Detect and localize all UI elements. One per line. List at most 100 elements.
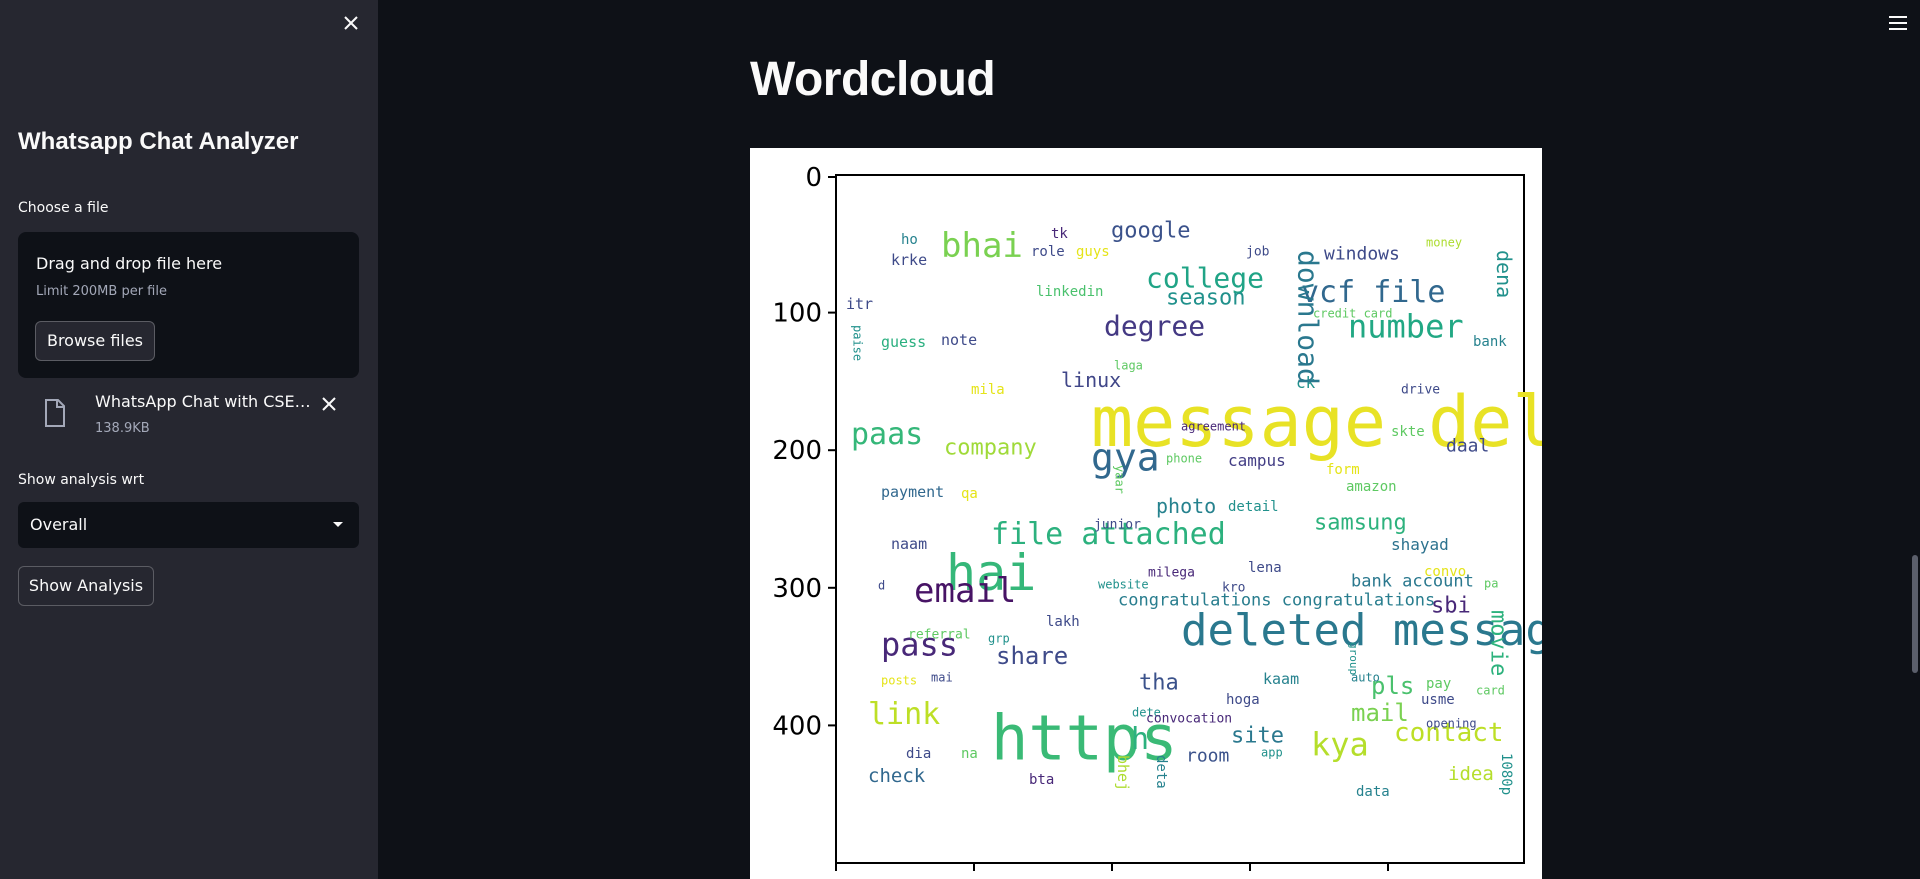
wordcloud-word: room (1186, 745, 1229, 766)
wordcloud-word: college (1146, 261, 1264, 294)
wordcloud-chart: 0 100 200 300 400 message deleted https hai dele… (772, 163, 1542, 871)
wordcloud-word: junior (1094, 517, 1141, 532)
wordcloud-word: drive (1401, 382, 1440, 397)
wordcloud-word: https (991, 702, 1178, 775)
wordcloud-word: degree (1104, 309, 1205, 342)
wordcloud-word: ck (1296, 373, 1316, 392)
wordcloud-word: movie (1486, 610, 1511, 676)
wordcloud-word: tha (1139, 671, 1179, 696)
wordcloud-word: paas (851, 417, 923, 452)
analysis-label: Show analysis wrt (18, 472, 145, 488)
wordcloud-word: grp (988, 632, 1010, 646)
wordcloud-word: guess (881, 333, 926, 351)
wordcloud-word: role (1031, 244, 1065, 260)
wordcloud-word: payment (881, 483, 944, 501)
y-tick-label: 100 (772, 299, 822, 329)
y-tick-label: 400 (772, 711, 822, 741)
wordcloud-word: share (996, 642, 1068, 670)
wordcloud-word: qa (961, 486, 978, 502)
wordcloud-word: dete (1132, 706, 1161, 720)
wordcloud-word: h (1131, 722, 1149, 757)
wordcloud-word: bank (1473, 334, 1507, 350)
plot-frame (835, 174, 1525, 864)
dropzone-limit: Limit 200MB per file (36, 284, 167, 299)
analysis-select[interactable]: Overall (18, 502, 359, 548)
wordcloud-word: usme (1421, 692, 1455, 708)
show-analysis-button[interactable]: Show Analysis (18, 566, 154, 606)
wordcloud-word: guys (1076, 244, 1110, 260)
wordcloud-word: samsung (1314, 511, 1407, 536)
page-title: Wordcloud (750, 53, 996, 106)
file-size: 138.9KB (95, 421, 150, 436)
wordcloud-word: detail (1228, 499, 1279, 515)
wordcloud-word: congratulations congratulations (1118, 591, 1435, 611)
scrollbar-thumb[interactable] (1912, 555, 1918, 673)
wordcloud-word: naam (891, 535, 927, 553)
y-tick-label: 300 (772, 574, 822, 604)
wordcloud-word: card (1476, 684, 1505, 698)
wordcloud-word: skte (1391, 424, 1425, 440)
choose-file-label: Choose a file (18, 200, 109, 216)
wordcloud-word: d (878, 579, 885, 593)
wordcloud-word: 1080p (1498, 753, 1514, 795)
wordcloud-word: photo (1156, 494, 1216, 518)
wordcloud-word: windows (1324, 243, 1400, 264)
wordcloud-word: bank account (1351, 572, 1474, 592)
wordcloud-word: kya (1311, 726, 1369, 764)
wordcloud-word: hai (946, 544, 1036, 602)
wordcloud-word: bta (1029, 772, 1054, 788)
wordcloud-word: email (914, 571, 1016, 611)
wordcloud-word: app (1261, 746, 1283, 760)
wordcloud-word: convo (1424, 564, 1466, 580)
close-sidebar-icon[interactable] (340, 12, 362, 34)
wordcloud-word: deta (1153, 755, 1169, 789)
wordcloud-word: referral (908, 627, 971, 642)
wordcloud-word: company (944, 436, 1037, 461)
menu-icon[interactable] (1888, 14, 1908, 32)
wordcloud-word: contact (1394, 718, 1504, 748)
wordcloud-word: gya (1091, 435, 1160, 479)
wordcloud-word: tk (1051, 226, 1068, 242)
wordcloud-word: kro (1222, 580, 1245, 595)
wordcloud-word: amazon (1346, 479, 1397, 495)
wordcloud-word: dena (1492, 250, 1516, 298)
file-dropzone[interactable]: Drag and drop file here Limit 200MB per … (18, 232, 359, 378)
wordcloud-figure: 0 100 200 300 400 message deleted https hai dele… (750, 148, 1542, 879)
wordcloud-word: laga (1114, 359, 1143, 373)
wordcloud-word: message deleted (1091, 381, 1542, 463)
wordcloud-word: link (868, 697, 940, 732)
wordcloud-word: pa (1484, 577, 1498, 591)
wordcloud-word: season (1166, 286, 1245, 311)
wordcloud-word: check (868, 765, 926, 787)
dropzone-title: Drag and drop file here (36, 254, 223, 273)
wordcloud-word: google (1111, 219, 1190, 244)
wordcloud-word: yaar (1113, 465, 1127, 494)
wordcloud-word: money (1426, 236, 1462, 250)
wordcloud-word: deleted message (1181, 605, 1542, 656)
wordcloud-word: milega (1148, 565, 1195, 580)
wordcloud-word: pls (1371, 672, 1414, 700)
wordcloud-word: convocation (1146, 711, 1232, 726)
wordcloud-word: mail (1351, 699, 1409, 727)
wordcloud-word: pay (1426, 676, 1451, 692)
file-icon (45, 399, 65, 427)
y-tick-label: 0 (805, 163, 822, 193)
wordcloud-word: form (1326, 462, 1360, 478)
wordcloud-word: opening (1426, 717, 1477, 731)
wordcloud-word: credit card (1313, 307, 1392, 321)
wordcloud-word: linkedin (1036, 284, 1103, 300)
wordcloud-word: data (1356, 784, 1390, 800)
wordcloud-word: lakh (1046, 614, 1080, 630)
wordcloud-word: idea (1448, 763, 1494, 785)
wordcloud-word: hoga (1226, 692, 1260, 708)
wordcloud-word: sbi (1431, 594, 1471, 619)
file-name: WhatsApp Chat with CSE Bt... (95, 392, 315, 411)
wordcloud-word: site (1231, 724, 1284, 749)
wordcloud-word: campus (1228, 451, 1286, 470)
wordcloud-word: website (1098, 578, 1149, 592)
wordcloud-word: phone (1166, 452, 1202, 466)
browse-files-button[interactable]: Browse files (35, 321, 155, 361)
wordcloud-word: mila (971, 382, 1005, 398)
remove-file-icon[interactable] (321, 396, 337, 412)
sidebar-title: Whatsapp Chat Analyzer (18, 128, 299, 155)
